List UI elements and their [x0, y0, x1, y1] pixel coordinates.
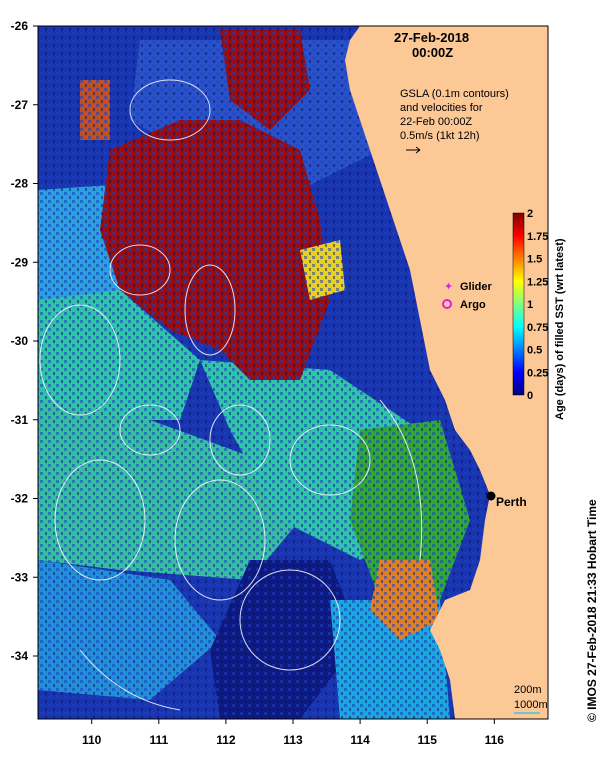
x-tick-label: 115	[418, 733, 438, 747]
depth-1000m-label: 1000m	[514, 699, 548, 711]
y-tick-label: -28	[11, 177, 29, 191]
argo-marker-icon	[442, 299, 452, 309]
colorbar-tick-label: 0.75	[527, 322, 548, 334]
colorbar-tick-label: 0.25	[527, 367, 548, 379]
annotation-line2: and velocities for	[400, 102, 483, 114]
depth-200m-label: 200m	[514, 684, 542, 696]
y-tick-label: -27	[11, 98, 29, 112]
x-tick-label: 110	[82, 733, 102, 747]
y-axis: -26 -27 -28 -29 -30 -31 -32 -33 -34	[11, 19, 38, 663]
glider-label: Glider	[460, 281, 493, 293]
x-tick-label: 116	[485, 733, 505, 747]
annotation-line4: 0.5m/s (1kt 12h)	[400, 130, 479, 142]
y-tick-label: -31	[11, 413, 29, 427]
arrow-head-icon	[415, 146, 421, 154]
x-tick-label: 114	[350, 733, 370, 747]
y-tick-label: -34	[11, 649, 29, 663]
x-tick-label: 113	[283, 733, 303, 747]
colorbar-tick-label: 1.75	[527, 231, 548, 243]
x-tick-label: 111	[149, 733, 168, 747]
colorbar-tick-label: 1.5	[527, 254, 542, 266]
y-tick-label: -29	[11, 255, 29, 269]
land-mass	[345, 26, 548, 719]
colorbar-tick-label: 2	[527, 208, 533, 220]
perth-marker-icon	[486, 491, 496, 501]
city-label: Perth	[496, 495, 527, 509]
y-tick-label: -30	[11, 334, 29, 348]
gsla-contours	[39, 79, 423, 711]
y-tick-label: -33	[11, 570, 29, 584]
y-tick-label: -26	[11, 19, 29, 33]
colorbar-tick-label: 1.25	[527, 276, 548, 288]
y-tick-label: -32	[11, 492, 29, 506]
colorbar-title: Age (days) of filled SST (wrt latest)	[554, 238, 566, 420]
colorbar-ticks: 0 0.25 0.5 0.75 1 1.25 1.5 1.75 2	[527, 208, 548, 402]
colorbar-tick-label: 1	[527, 299, 533, 311]
argo-label: Argo	[460, 299, 486, 311]
colorbar-tick-label: 0	[527, 390, 533, 402]
title-date: 27-Feb-2018	[394, 30, 469, 45]
x-axis: 110 111 112 113 114 115 116	[82, 719, 504, 747]
credit-text: © IMOS 27-Feb-2018 21:33 Hobart Time	[585, 499, 599, 722]
colorbar	[512, 212, 525, 396]
colorbar-tick-label: 0.5	[527, 345, 542, 357]
x-tick-label: 112	[216, 733, 236, 747]
annotation-line3: 22-Feb 00:00Z	[400, 116, 472, 128]
glider-marker-icon: ✦	[444, 281, 453, 293]
title-time: 00:00Z	[412, 45, 453, 60]
annotation-line1: GSLA (0.1m contours)	[400, 88, 509, 100]
